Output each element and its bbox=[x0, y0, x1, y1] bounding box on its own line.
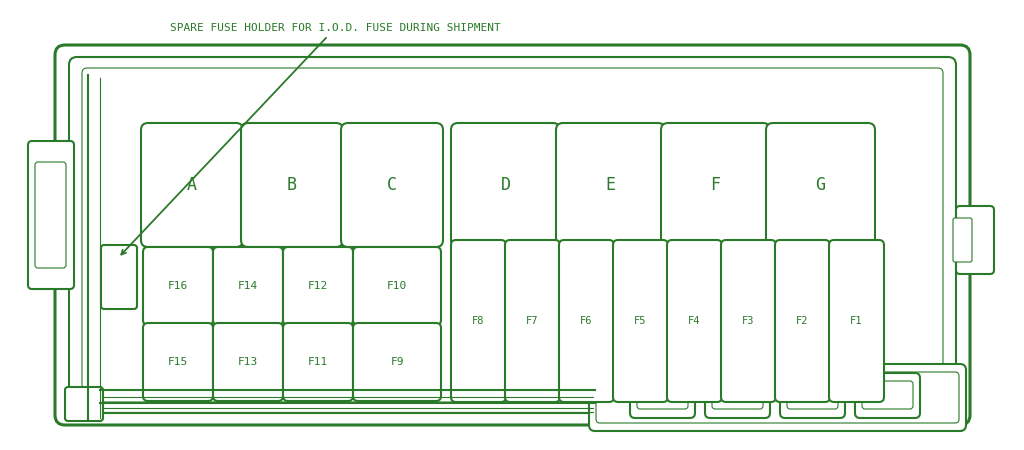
FancyBboxPatch shape bbox=[65, 387, 103, 421]
FancyBboxPatch shape bbox=[505, 240, 560, 402]
FancyBboxPatch shape bbox=[862, 381, 913, 409]
Text: E: E bbox=[605, 176, 615, 194]
FancyBboxPatch shape bbox=[353, 323, 441, 401]
FancyBboxPatch shape bbox=[143, 247, 213, 325]
FancyBboxPatch shape bbox=[82, 68, 943, 402]
Text: F13: F13 bbox=[238, 357, 258, 367]
Text: C: C bbox=[387, 176, 397, 194]
FancyBboxPatch shape bbox=[101, 245, 137, 309]
Text: A: A bbox=[187, 176, 197, 194]
Text: F1: F1 bbox=[850, 316, 863, 326]
Text: F6: F6 bbox=[581, 316, 593, 326]
Text: F2: F2 bbox=[797, 316, 809, 326]
Text: F5: F5 bbox=[634, 316, 647, 326]
FancyBboxPatch shape bbox=[141, 123, 243, 247]
FancyBboxPatch shape bbox=[28, 141, 74, 289]
Text: F16: F16 bbox=[168, 281, 188, 291]
FancyBboxPatch shape bbox=[956, 206, 994, 274]
FancyBboxPatch shape bbox=[855, 373, 920, 418]
Text: F10: F10 bbox=[387, 281, 408, 291]
Text: SPARE FUSE HOLDER FOR I.O.D. FUSE DURING SHIPMENT: SPARE FUSE HOLDER FOR I.O.D. FUSE DURING… bbox=[121, 23, 501, 255]
FancyBboxPatch shape bbox=[721, 240, 776, 402]
Text: F15: F15 bbox=[168, 357, 188, 367]
FancyBboxPatch shape bbox=[953, 218, 972, 262]
FancyBboxPatch shape bbox=[451, 123, 560, 247]
Text: G: G bbox=[815, 176, 825, 194]
FancyBboxPatch shape bbox=[241, 123, 343, 247]
FancyBboxPatch shape bbox=[829, 240, 884, 402]
Text: F4: F4 bbox=[688, 316, 700, 326]
FancyBboxPatch shape bbox=[780, 373, 845, 418]
FancyBboxPatch shape bbox=[787, 381, 838, 409]
Text: B: B bbox=[287, 176, 297, 194]
Text: F3: F3 bbox=[742, 316, 755, 326]
Text: F8: F8 bbox=[472, 316, 484, 326]
FancyBboxPatch shape bbox=[775, 240, 830, 402]
FancyBboxPatch shape bbox=[143, 323, 213, 401]
FancyBboxPatch shape bbox=[667, 240, 722, 402]
FancyBboxPatch shape bbox=[213, 323, 283, 401]
Text: F9: F9 bbox=[390, 357, 403, 367]
FancyBboxPatch shape bbox=[766, 123, 874, 247]
FancyBboxPatch shape bbox=[353, 247, 441, 325]
FancyBboxPatch shape bbox=[69, 57, 956, 413]
FancyBboxPatch shape bbox=[596, 372, 959, 423]
FancyBboxPatch shape bbox=[559, 240, 614, 402]
Text: F7: F7 bbox=[526, 316, 539, 326]
FancyBboxPatch shape bbox=[712, 381, 763, 409]
FancyBboxPatch shape bbox=[589, 364, 966, 431]
FancyBboxPatch shape bbox=[630, 373, 695, 418]
FancyBboxPatch shape bbox=[55, 45, 970, 425]
FancyBboxPatch shape bbox=[35, 162, 66, 268]
Text: F: F bbox=[711, 176, 721, 194]
FancyBboxPatch shape bbox=[705, 373, 770, 418]
Text: D: D bbox=[501, 176, 511, 194]
FancyBboxPatch shape bbox=[556, 123, 665, 247]
FancyBboxPatch shape bbox=[662, 123, 770, 247]
FancyBboxPatch shape bbox=[613, 240, 668, 402]
Text: F12: F12 bbox=[308, 281, 328, 291]
FancyBboxPatch shape bbox=[213, 247, 283, 325]
FancyBboxPatch shape bbox=[341, 123, 443, 247]
FancyBboxPatch shape bbox=[637, 381, 688, 409]
FancyBboxPatch shape bbox=[283, 323, 353, 401]
FancyBboxPatch shape bbox=[451, 240, 506, 402]
FancyBboxPatch shape bbox=[283, 247, 353, 325]
Text: F11: F11 bbox=[308, 357, 328, 367]
Text: F14: F14 bbox=[238, 281, 258, 291]
